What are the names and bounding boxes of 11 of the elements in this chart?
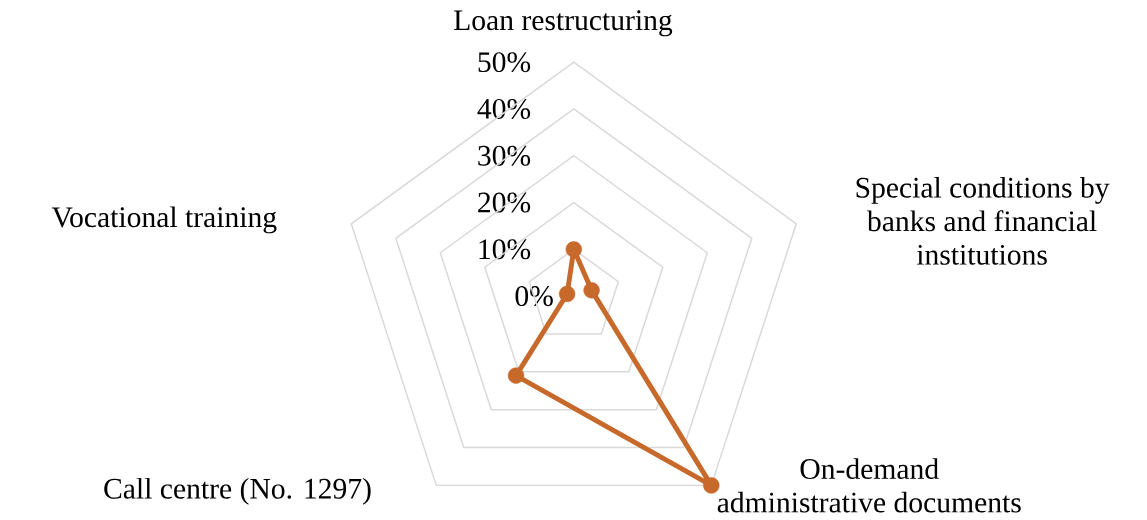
- spoke-label: Call centre (No. 1297): [104, 477, 371, 505]
- spoke-label: Loan restructuring: [454, 10, 673, 37]
- y-tick-label: 40%: [477, 98, 531, 119]
- spoke-label: Vocational training: [51, 206, 277, 234]
- y-tick-label: 20%: [478, 192, 531, 213]
- y-tick-label: 0%: [515, 285, 553, 307]
- y-tick-label: 30%: [478, 145, 531, 166]
- spoke-label: On-demand administrative documents: [717, 458, 1021, 513]
- spoke-label: Special conditions by banks and financial institutions: [856, 176, 1110, 265]
- y-tick-label: 50%: [478, 52, 531, 73]
- y-tick-label: 10%: [479, 239, 531, 260]
